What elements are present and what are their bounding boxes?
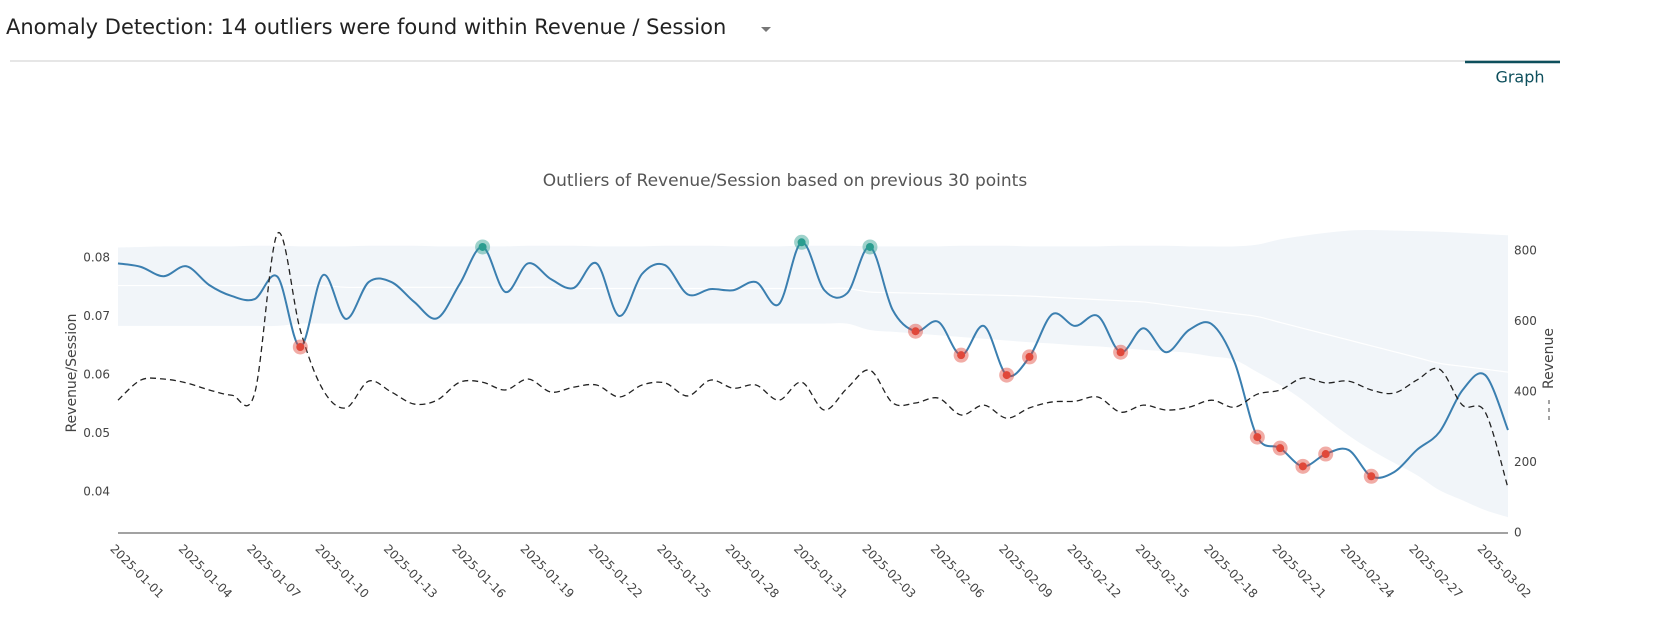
y2-axis-label: Revenue <box>1541 328 1557 389</box>
x-tick-label: 2025-02-15 <box>1133 542 1192 601</box>
x-tick-label: 2025-01-31 <box>791 542 850 601</box>
band-mean <box>118 284 1509 373</box>
y2-tick-label: 600 <box>1514 314 1537 328</box>
outlier-point <box>1025 352 1034 361</box>
x-tick-label: 2025-02-12 <box>1064 542 1123 601</box>
x-tick-label: 2025-01-19 <box>518 542 577 601</box>
x-tick-label: 2025-02-21 <box>1270 542 1329 601</box>
x-tick-label: 2025-02-06 <box>928 542 987 601</box>
x-tick-label: 2025-02-18 <box>1201 542 1260 601</box>
outlier-point <box>1253 433 1262 442</box>
outlier-point <box>478 242 487 251</box>
y-tick-label: 0.05 <box>83 426 110 440</box>
x-tick-label: 2025-01-16 <box>449 542 508 601</box>
outlier-point <box>1002 371 1011 380</box>
x-tick-label: 2025-01-22 <box>586 542 645 601</box>
x-tick-label: 2025-01-10 <box>312 542 371 601</box>
x-tick-label: 2025-02-24 <box>1338 542 1397 601</box>
x-tick-label: 2025-02-27 <box>1406 542 1465 601</box>
outlier-point <box>296 342 305 351</box>
series-line <box>117 241 1509 479</box>
chart-title: Outliers of Revenue/Session based on pre… <box>543 171 1028 191</box>
outlier-point <box>1276 444 1285 453</box>
y-axis-label: Revenue/Session <box>64 313 80 432</box>
x-tick-label: 2025-01-28 <box>723 542 782 601</box>
x-tick-label: 2025-01-13 <box>381 542 440 601</box>
outlier-point <box>797 238 806 247</box>
outlier-point <box>1298 462 1307 471</box>
y2-tick-label: 0 <box>1514 526 1522 540</box>
x-tick-label: 2025-01-04 <box>176 542 235 601</box>
y2-tick-label: 200 <box>1514 455 1537 469</box>
y2-tick-label: 400 <box>1514 385 1537 399</box>
x-tick-label: 2025-01-01 <box>107 542 166 601</box>
y-tick-label: 0.08 <box>83 251 110 265</box>
outlier-point <box>911 327 920 336</box>
x-tick-label: 2025-02-09 <box>996 542 1055 601</box>
y-tick-label: 0.06 <box>83 368 110 382</box>
x-tick-label: 2025-01-07 <box>244 542 303 601</box>
outlier-point <box>957 351 966 360</box>
y-tick-label: 0.04 <box>83 485 110 499</box>
y2-tick-label: 800 <box>1514 244 1537 258</box>
outlier-point <box>1321 450 1330 459</box>
outlier-point <box>1116 348 1125 357</box>
outlier-point <box>865 242 874 251</box>
y-tick-label: 0.07 <box>83 309 110 323</box>
series-line <box>117 232 1509 489</box>
dropdown-caret[interactable] <box>761 27 771 32</box>
x-tick-label: 2025-02-03 <box>859 542 918 601</box>
confidence-band <box>118 230 1508 518</box>
tab-graph[interactable]: Graph <box>1495 68 1544 87</box>
x-tick-label: 2025-01-25 <box>654 542 713 601</box>
page-title: Anomaly Detection: 14 outliers were foun… <box>6 15 726 39</box>
x-tick-label: 2025-03-02 <box>1475 542 1534 601</box>
outlier-point <box>1367 472 1376 481</box>
